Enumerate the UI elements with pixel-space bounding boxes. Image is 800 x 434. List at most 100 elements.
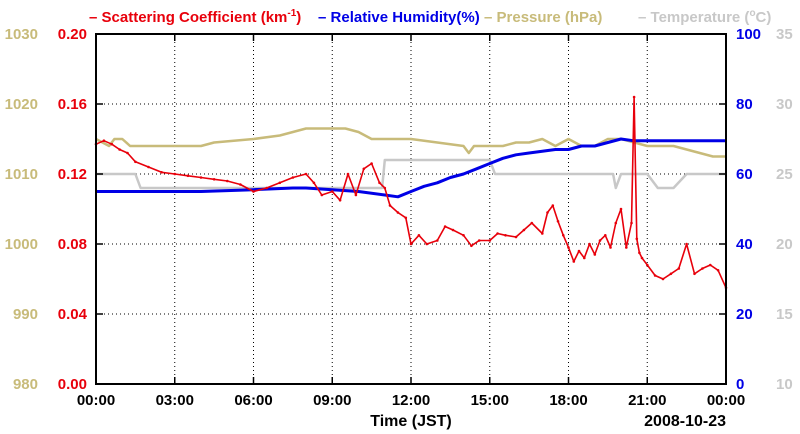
x-tick-label: 09:00 bbox=[313, 392, 351, 409]
data-point bbox=[477, 239, 481, 242]
data-point bbox=[593, 253, 597, 256]
right-outer-tick-label: 30 bbox=[776, 96, 793, 113]
x-tick-label: 18:00 bbox=[549, 392, 587, 409]
data-point bbox=[118, 148, 121, 151]
labels: 00:00 03:00 06:00 09:00 12:00 15:00 18:00 21:00… bbox=[5, 26, 793, 409]
legend-text: Temperature ( bbox=[651, 9, 750, 26]
data-point bbox=[110, 142, 114, 146]
data-point bbox=[320, 193, 324, 197]
data-point bbox=[388, 204, 392, 207]
data-point bbox=[716, 269, 720, 272]
series-line-relative-humidity bbox=[96, 137, 726, 199]
data-point bbox=[693, 272, 696, 276]
left-outer-tick-label: 1000 bbox=[5, 236, 38, 253]
right-inner-tick-label: 60 bbox=[736, 166, 753, 183]
data-point bbox=[562, 234, 565, 237]
right-inner-tick-label: 0 bbox=[736, 376, 744, 393]
data-point bbox=[199, 176, 203, 179]
x-tick-label: 00:00 bbox=[707, 392, 745, 409]
right-outer-tick-label: 20 bbox=[776, 236, 793, 253]
ticks bbox=[95, 33, 727, 385]
data-point bbox=[383, 186, 387, 190]
data-point bbox=[354, 193, 358, 197]
left-inner-tick-label: 0.08 bbox=[58, 236, 87, 253]
x-tick-label: 12:00 bbox=[392, 392, 430, 409]
data-point bbox=[417, 234, 421, 237]
legend-item: – Scattering Coefficient (km-1) bbox=[89, 8, 301, 26]
left-inner-tick-label: 0.04 bbox=[58, 306, 88, 323]
legend-close: C) bbox=[756, 9, 772, 26]
data-point bbox=[630, 221, 633, 225]
left-inner-tick-label: 0.16 bbox=[58, 96, 87, 113]
data-point bbox=[685, 242, 688, 246]
data-point bbox=[252, 190, 255, 193]
left-outer-tick-label: 990 bbox=[13, 306, 38, 323]
data-point bbox=[370, 162, 373, 165]
legend-item: – Pressure (hPa) bbox=[484, 9, 602, 26]
data-point bbox=[404, 216, 408, 220]
date-label: 2008-10-23 bbox=[644, 413, 726, 430]
right-inner-tick-label: 20 bbox=[736, 306, 753, 323]
left-outer-tick-label: 1010 bbox=[5, 166, 38, 183]
right-outer-tick-label: 35 bbox=[776, 26, 793, 43]
legend: – Scattering Coefficient (km-1) – Relativ… bbox=[89, 8, 771, 26]
data-point bbox=[604, 234, 607, 237]
legend-close: ) bbox=[296, 9, 301, 26]
legend-text: Relative Humidity(%) bbox=[331, 9, 480, 26]
data-point bbox=[396, 211, 400, 214]
legend-text: Scattering Coefficient (km bbox=[102, 9, 288, 26]
x-tick-label: 00:00 bbox=[77, 392, 115, 409]
series-layer bbox=[94, 95, 728, 290]
data-point bbox=[504, 234, 507, 237]
data-point bbox=[514, 235, 518, 239]
legend-superscript: -1 bbox=[287, 8, 296, 19]
data-point bbox=[278, 181, 282, 185]
left-outer-tick-label: 1020 bbox=[5, 96, 38, 113]
data-point bbox=[556, 220, 560, 223]
x-tick-label: 03:00 bbox=[156, 392, 194, 409]
right-inner-tick-label: 40 bbox=[736, 236, 753, 253]
data-point bbox=[635, 237, 639, 241]
data-point bbox=[470, 244, 473, 248]
data-point bbox=[588, 242, 591, 246]
data-point bbox=[530, 221, 534, 225]
data-point bbox=[701, 267, 704, 270]
data-point bbox=[709, 263, 712, 267]
legend-dash: – bbox=[89, 9, 102, 26]
data-point bbox=[147, 165, 150, 169]
data-point bbox=[546, 211, 549, 214]
data-point bbox=[462, 234, 465, 237]
data-point bbox=[425, 242, 429, 246]
data-point bbox=[614, 221, 618, 225]
right-inner-tick-label: 80 bbox=[736, 96, 753, 113]
data-point bbox=[451, 228, 455, 232]
data-point bbox=[551, 204, 555, 207]
data-point bbox=[598, 239, 602, 242]
series-line-scattering-coefficient bbox=[95, 96, 727, 289]
data-point bbox=[567, 246, 570, 249]
right-outer-tick-label: 25 bbox=[776, 166, 793, 183]
data-point bbox=[638, 251, 641, 255]
data-point bbox=[661, 277, 665, 281]
x-tick-label: 21:00 bbox=[628, 392, 666, 409]
data-point bbox=[443, 225, 447, 228]
data-point bbox=[619, 207, 623, 211]
legend-text: Pressure (hPa) bbox=[497, 9, 603, 26]
data-point bbox=[488, 239, 492, 242]
x-tick-label: 15:00 bbox=[471, 392, 509, 409]
data-point bbox=[653, 274, 657, 277]
legend-dash: – bbox=[638, 9, 651, 26]
data-point bbox=[212, 178, 216, 181]
data-point bbox=[338, 199, 342, 202]
data-point bbox=[265, 186, 268, 190]
right-outer-tick-label: 15 bbox=[776, 306, 793, 323]
right-inner-tick-label: 100 bbox=[736, 26, 761, 43]
data-point bbox=[362, 167, 366, 171]
data-point bbox=[134, 160, 137, 164]
legend-item: – Temperature (oC) bbox=[638, 8, 771, 26]
data-point bbox=[436, 239, 439, 242]
data-point bbox=[625, 246, 628, 249]
legend-item: – Relative Humidity(%) bbox=[318, 9, 480, 26]
x-axis-title: Time (JST) bbox=[370, 413, 452, 430]
